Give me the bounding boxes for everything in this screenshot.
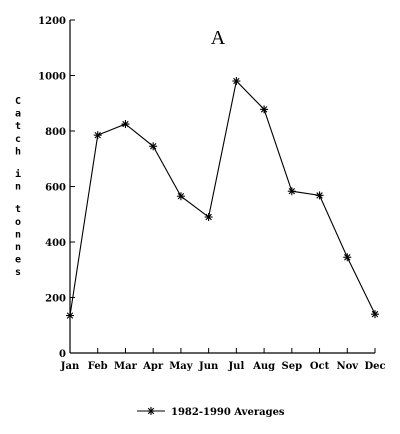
x-tick-label: Sep: [282, 361, 303, 372]
data-point: [371, 310, 379, 319]
y-axis-label-char: n: [15, 242, 21, 253]
y-tick-label: 0: [59, 349, 66, 360]
x-tick-label: May: [169, 361, 194, 372]
data-point: [232, 77, 241, 86]
y-axis-label-char: n: [15, 182, 21, 193]
y-tick-label: 600: [45, 183, 66, 194]
legend-star: [147, 407, 155, 415]
y-axis-label-char: C: [15, 96, 21, 107]
y-axis-label-char: a: [15, 109, 21, 120]
y-axis-label-char: e: [15, 255, 21, 266]
series-line: [69, 79, 376, 316]
x-tick-label: Jun: [198, 361, 219, 372]
data-point: [149, 142, 158, 151]
y-tick-label: 1000: [38, 72, 66, 83]
x-tick-label: Nov: [336, 361, 359, 372]
y-axis-label-char: i: [15, 168, 21, 180]
y-tick-label: 1200: [38, 16, 66, 27]
y-axis-label-char: t: [15, 121, 21, 132]
y-tick-label: 200: [45, 294, 66, 305]
panel-label: A: [211, 27, 226, 49]
x-axis-ticks: Jan Feb Mar Apr May Jun Jul Aug Sep Oct Nov Dec: [60, 348, 386, 372]
x-tick-label: Mar: [114, 361, 138, 372]
y-tick-label: 800: [45, 127, 66, 138]
data-point: [260, 105, 269, 114]
x-tick-label: Feb: [88, 361, 108, 372]
y-axis-label-char: n: [15, 229, 21, 240]
data-point: [287, 187, 296, 196]
y-axis-label-char: c: [15, 134, 21, 145]
x-tick-label: Jul: [227, 361, 244, 372]
data-point: [204, 213, 213, 222]
y-axis-label-char: t: [15, 204, 21, 215]
data-point: [93, 131, 102, 140]
series-group: [66, 77, 379, 320]
x-tick-label: Oct: [310, 361, 330, 372]
legend-marker: [147, 407, 155, 415]
y-axis-label-char: o: [15, 217, 21, 228]
y-tick-label: 400: [45, 238, 66, 249]
y-axis-label-char: h: [15, 146, 21, 157]
axes: [69, 20, 375, 354]
data-point: [66, 311, 74, 320]
data-point: [343, 253, 352, 262]
data-point: [176, 192, 185, 201]
data-point: [121, 120, 130, 129]
x-tick-label: Aug: [252, 361, 275, 372]
legend-label: 1982-1990 Averages: [171, 407, 285, 418]
data-point: [315, 191, 324, 200]
x-tick-label: Jan: [60, 361, 80, 372]
y-axis-ticks: 0 200 400 600 800 1000 1200: [38, 16, 75, 360]
x-tick-label: Apr: [142, 361, 164, 372]
x-tick-label: Dec: [364, 361, 385, 372]
y-axis-label-char: s: [15, 267, 21, 278]
legend: 1982-1990 Averages: [137, 407, 285, 418]
